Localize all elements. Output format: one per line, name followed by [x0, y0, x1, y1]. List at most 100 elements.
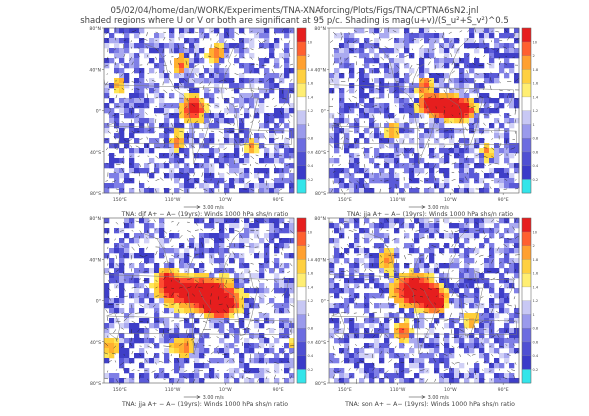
colorbar-tick-label: 10	[533, 230, 538, 234]
colorbar-segment	[521, 314, 532, 329]
y-tick-label: 80°S	[315, 381, 326, 387]
x-tick-label: 10°W	[219, 197, 232, 203]
colorbar-tick-label: 0.4	[533, 354, 539, 358]
colorbar-segment	[521, 231, 532, 246]
y-tick-label: 0°	[321, 109, 326, 115]
y-tick-label: 40°S	[315, 340, 326, 346]
figure-header-path: 05/02/04/home/dan/WORK/Experiments/TNA-X…	[110, 6, 479, 16]
colorbar-frame	[521, 217, 532, 384]
x-tick-label: 150°E	[113, 197, 127, 203]
y-tick-label: 80°N	[89, 26, 101, 32]
colorbar-segment	[521, 55, 532, 70]
significance-shading	[104, 218, 295, 384]
reference-arrow-head	[421, 395, 426, 399]
y-tick-label: 40°N	[89, 67, 101, 73]
y-tick-label: 80°S	[90, 381, 101, 387]
colorbar-tick-label: 1	[533, 313, 535, 317]
y-tick-label: 40°S	[315, 150, 326, 156]
colorbar-segment	[521, 341, 532, 356]
colorbar-segment	[521, 272, 532, 288]
y-tick-label: 0°	[321, 299, 326, 305]
colorbar-tick-label: 0.6	[533, 150, 539, 154]
colorbar-tick-label: 0.4	[308, 354, 314, 358]
colorbar-segment	[521, 124, 532, 139]
colorbar-tick-label: 1.4	[308, 285, 314, 289]
colorbar-tick-label: 1.6	[308, 82, 314, 86]
x-tick-label: 110°W	[165, 387, 181, 393]
panel-top-left: 80°N 40°N 0° 40°S 80°S 150°E 110°W 10°W 90°E 3.00…	[89, 26, 314, 218]
colorbar-segment	[521, 259, 532, 274]
colorbar-tick-label: 1.2	[308, 299, 314, 303]
colorbar-tick-label: 1.8	[533, 258, 539, 262]
coastlines	[103, 228, 292, 355]
x-tick-label: 10°W	[444, 387, 457, 393]
x-tick-label: 10°W	[444, 197, 457, 203]
colorbar-segment	[521, 69, 532, 84]
colorbar-frame	[296, 217, 307, 384]
x-tick-label: 150°E	[338, 197, 352, 203]
colorbar-segment	[521, 245, 532, 260]
colorbar-tick-label: 0.2	[308, 368, 314, 372]
colorbar-tick-label: 1	[308, 123, 310, 127]
colorbar-tick-label: 0.4	[308, 164, 314, 168]
x-tick-label: 90°E	[273, 197, 284, 203]
y-tick-label: 40°N	[89, 257, 101, 263]
panel-title: TNA: djf A+ − A− (19yrs): Winds 1000 hPa…	[121, 211, 289, 218]
colorbar-tick-label: 1.4	[533, 285, 539, 289]
colorbar-tick-label: 0.4	[533, 164, 539, 168]
wind-vectors	[328, 217, 520, 384]
y-tick-label: 0°	[96, 109, 101, 115]
significance-shading	[329, 218, 520, 384]
colorbar-tick-label: 1	[308, 313, 310, 317]
colorbar-tick-label: 0.8	[308, 137, 314, 141]
x-tick-label: 10°W	[219, 387, 232, 393]
y-tick-label: 40°N	[314, 67, 326, 73]
colorbar-tick-label: 0.8	[533, 327, 539, 331]
y-tick-label: 80°N	[314, 216, 326, 222]
wind-vectors	[103, 218, 295, 384]
coastlines	[328, 228, 517, 355]
colorbar-tick-label: 2	[533, 244, 535, 248]
colorbar-tick-label: 2	[308, 54, 310, 58]
panel-top-right: 80°N 40°N 0° 40°S 80°S 150°E 110°W 10°W 90°E 3.00…	[314, 26, 539, 218]
colorbar-tick-label: 1.2	[533, 299, 539, 303]
colorbar-tick-label: 1.6	[533, 82, 539, 86]
colorbar-segment	[521, 96, 532, 111]
colorbar-tick-label: 1.8	[533, 68, 539, 72]
colorbar-tick-label: 0.6	[533, 340, 539, 344]
y-tick-label: 80°S	[90, 191, 101, 197]
reference-arrow-head	[421, 205, 426, 209]
colorbar-segment	[521, 217, 532, 233]
colorbar-tick-label: 10	[308, 230, 313, 234]
x-tick-label: 90°E	[498, 197, 509, 203]
x-tick-label: 90°E	[273, 387, 284, 393]
y-tick-label: 80°S	[315, 191, 326, 197]
colorbar-tick-label: 0.6	[308, 150, 314, 154]
panel-title: TNA: son A+ − A− (19yrs): Winds 1000 hPa…	[344, 401, 515, 408]
colorbar-segment	[521, 327, 532, 343]
colorbar-tick-label: 2	[308, 244, 310, 248]
x-tick-label: 110°W	[390, 387, 406, 393]
reference-arrow-head	[196, 205, 201, 209]
y-tick-label: 80°N	[314, 26, 326, 32]
panel-title: TNA: jja A+ − A− (19yrs): Winds 1000 hPa…	[121, 401, 288, 408]
colorbar-tick-label: 1.4	[533, 95, 539, 99]
panel-bottom-right: 80°N 40°N 0° 40°S 80°S 150°E 110°W 10°W 90°E 3.00…	[314, 216, 539, 408]
wind-vectors	[104, 27, 295, 194]
reference-arrow-head	[196, 395, 201, 399]
colorbar-tick-label: 1.6	[533, 272, 539, 276]
colorbar-segment	[521, 41, 532, 56]
x-tick-label: 150°E	[113, 387, 127, 393]
coastlines	[103, 38, 292, 165]
colorbar-segment	[521, 286, 532, 301]
colorbar-segment	[521, 179, 532, 194]
x-tick-label: 110°W	[165, 197, 181, 203]
colorbar-tick-label: 0.2	[533, 368, 539, 372]
colorbar-tick-label: 1.6	[308, 272, 314, 276]
y-tick-label: 40°N	[314, 257, 326, 263]
x-tick-label: 90°E	[498, 387, 509, 393]
panel-title: TNA: jja A+ − A− (19yrs): Winds 1000 hPa…	[346, 211, 513, 218]
colorbar-tick-label: 1.2	[308, 109, 314, 113]
reference-vector-label: 3.00 m/s	[203, 205, 224, 211]
colorbar-tick-label: 2	[533, 54, 535, 58]
